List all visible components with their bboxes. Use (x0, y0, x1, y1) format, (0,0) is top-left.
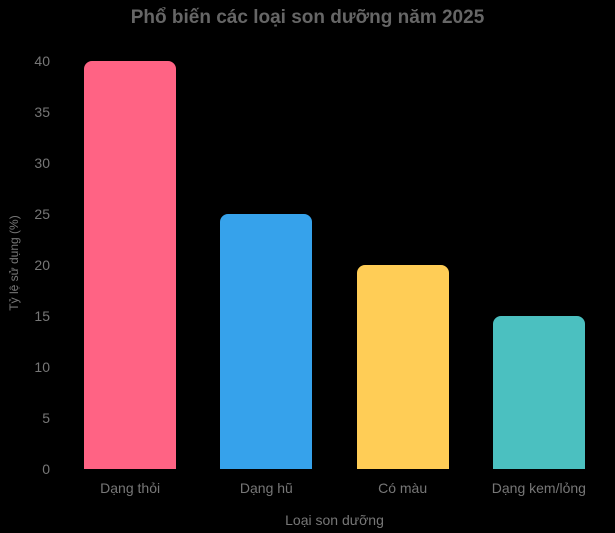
x-tick-label-1: Dạng thỏi (100, 480, 161, 496)
x-axis-labels: Dạng thỏi Dạng hũ Có màu Dạng kem/lỏng (62, 480, 607, 496)
bar-2 (220, 214, 313, 469)
y-tick-label-30: 30 (34, 155, 50, 171)
y-tick-label-35: 35 (34, 104, 50, 120)
y-tick-label-25: 25 (34, 206, 50, 222)
bar-3 (356, 265, 449, 469)
x-tick-label-3: Có màu (378, 480, 428, 496)
y-tick-label-15: 15 (34, 308, 50, 324)
x-axis-title: Loại son dưỡng (285, 512, 384, 528)
x-tick-label-2: Dạng hũ (239, 480, 293, 496)
y-tick-label-0: 0 (42, 461, 50, 477)
bar-4 (492, 316, 585, 469)
y-tick-label-10: 10 (34, 359, 50, 375)
y-tick-label-20: 20 (34, 257, 50, 273)
bar-1 (84, 61, 177, 469)
plot-area (62, 61, 607, 469)
chart-title: Phổ biến các loại son dưỡng năm 2025 (130, 7, 485, 28)
y-axis-ticks: 0 5 10 15 20 25 30 35 40 (0, 53, 52, 477)
y-tick-label-5: 5 (42, 410, 50, 426)
x-tick-label-4: Dạng kem/lỏng (491, 480, 586, 496)
y-tick-label-40: 40 (34, 53, 50, 69)
